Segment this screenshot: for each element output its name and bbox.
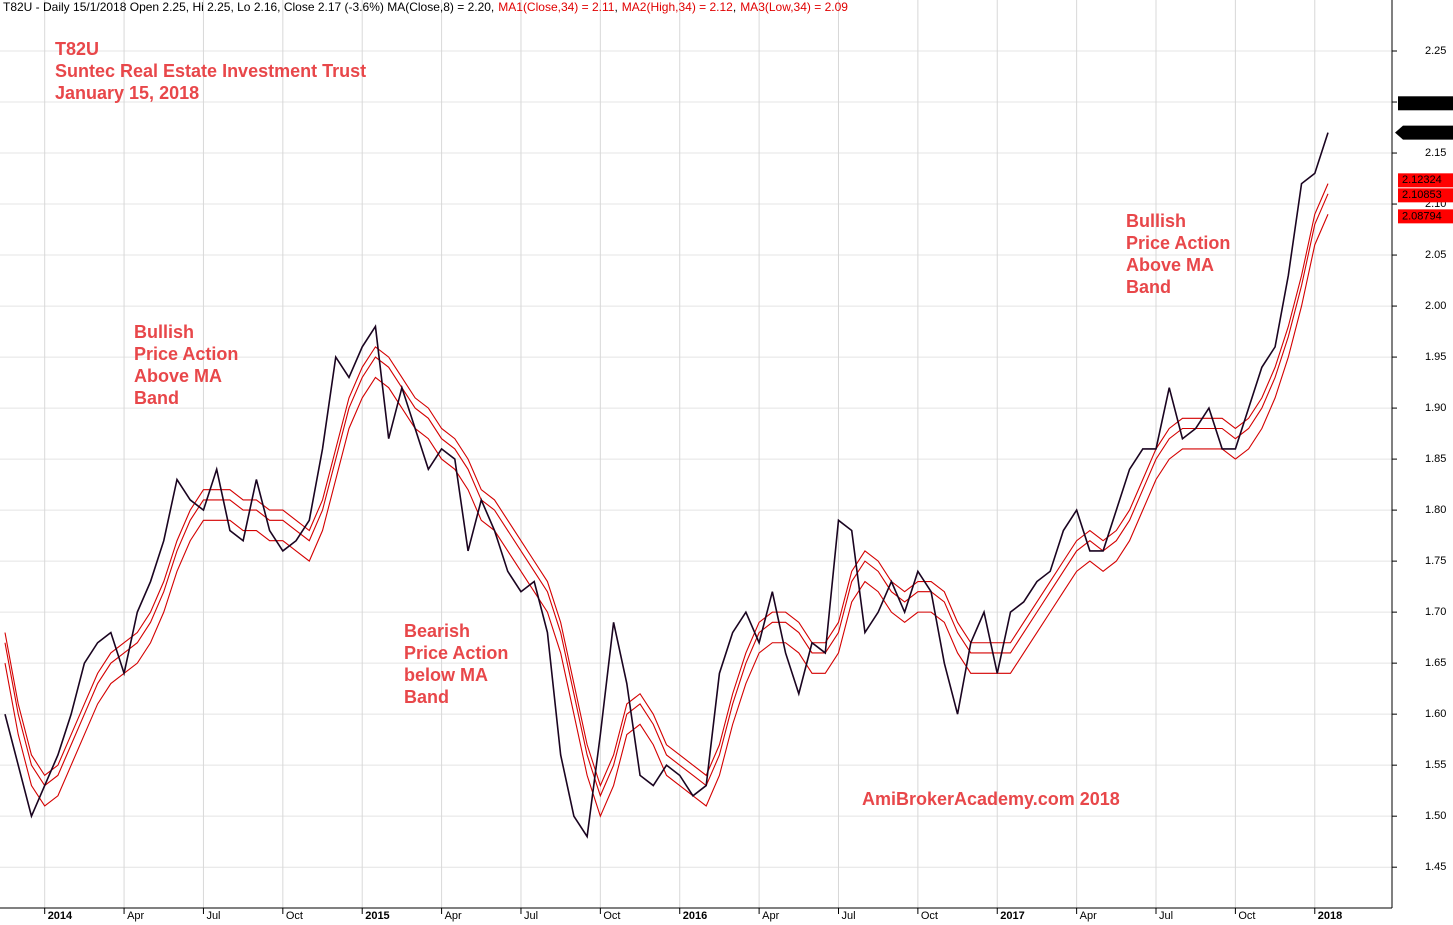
grid bbox=[0, 0, 1392, 908]
x-tick-label: 2017 bbox=[1000, 910, 1024, 922]
marker-arrow bbox=[1395, 125, 1403, 140]
x-tick-label: Apr bbox=[445, 910, 462, 922]
x-tick-label: 2015 bbox=[365, 910, 389, 922]
annotation: Band bbox=[404, 687, 449, 707]
x-tick-label: 2014 bbox=[48, 910, 73, 922]
x-tick-label: Oct bbox=[286, 910, 303, 922]
annotation: Band bbox=[134, 388, 179, 408]
value-marker-label: 2.17 bbox=[1407, 127, 1428, 139]
header: T82U - Daily 15/1/2018 Open 2.25, Hi 2.2… bbox=[3, 0, 848, 14]
y-tick-label: 1.55 bbox=[1425, 759, 1446, 771]
axes: 1.45 1.50 1.55 1.60 1.65 1.70 1.75 1.80 1.85 1.90… bbox=[44, 45, 1453, 922]
ma-line bbox=[4, 193, 1329, 798]
y-tick-label: 1.80 bbox=[1425, 504, 1446, 516]
annotation: below MA bbox=[404, 665, 488, 685]
annotation: Bullish bbox=[1126, 211, 1186, 231]
y-tick-label: 1.75 bbox=[1425, 555, 1446, 567]
header-part: MA3(Low,34) = 2.09 bbox=[740, 0, 848, 14]
value-marker bbox=[1398, 188, 1453, 203]
x-tick-label: Jul bbox=[206, 910, 220, 922]
annotation: T82U bbox=[55, 39, 99, 59]
y-tick-label: 1.85 bbox=[1425, 453, 1446, 465]
value-marker bbox=[1398, 96, 1453, 111]
x-tick-label: 2016 bbox=[683, 910, 707, 922]
value-marker-label: 2.19875 bbox=[1402, 97, 1442, 109]
annotation: Above MA bbox=[1126, 255, 1214, 275]
value-marker-label: 2.08794 bbox=[1402, 210, 1442, 222]
value-marker bbox=[1398, 209, 1453, 224]
header-part: MA2(High,34) = 2.12 bbox=[622, 0, 733, 14]
y-tick-label: 1.50 bbox=[1425, 810, 1446, 822]
header-part: , bbox=[733, 0, 736, 14]
x-tick-label: Jul bbox=[1159, 910, 1173, 922]
value-marker bbox=[1403, 125, 1453, 140]
annotation: Above MA bbox=[134, 366, 222, 386]
y-tick-label: 2.00 bbox=[1425, 300, 1446, 312]
ma-line bbox=[4, 214, 1329, 818]
annotation: Price Action bbox=[1126, 233, 1230, 253]
y-tick-label: 1.45 bbox=[1425, 861, 1446, 873]
y-tick-label: 1.60 bbox=[1425, 708, 1446, 720]
annotation: Suntec Real Estate Investment Trust bbox=[55, 61, 366, 81]
annotation: Bullish bbox=[134, 322, 194, 342]
annotation: AmiBrokerAcademy.com 2018 bbox=[862, 789, 1120, 809]
x-tick-label: Oct bbox=[603, 910, 620, 922]
y-tick-label: 2.05 bbox=[1425, 249, 1446, 261]
y-tick-label: 2.25 bbox=[1425, 45, 1446, 57]
x-tick-label: Jul bbox=[841, 910, 855, 922]
value-marker-label: 2.10853 bbox=[1402, 189, 1442, 201]
x-tick-label: Apr bbox=[1080, 910, 1097, 922]
x-tick-label: Oct bbox=[1238, 910, 1255, 922]
header-part: T82U - Daily 15/1/2018 Open 2.25, Hi 2.2… bbox=[3, 0, 494, 14]
annotation: Price Action bbox=[404, 643, 508, 663]
annotation: January 15, 2018 bbox=[55, 83, 199, 103]
x-tick-label: Apr bbox=[127, 910, 144, 922]
value-marker bbox=[1398, 173, 1453, 188]
x-tick-label: 2018 bbox=[1318, 910, 1342, 922]
x-tick-label: Jul bbox=[524, 910, 538, 922]
y-tick-label: 1.65 bbox=[1425, 657, 1446, 669]
annotation: Band bbox=[1126, 277, 1171, 297]
price-line bbox=[4, 132, 1329, 839]
value-marker-label: 2.12324 bbox=[1402, 174, 1442, 186]
y-tick-label: 1.70 bbox=[1425, 606, 1446, 618]
annotation: Bearish bbox=[404, 621, 470, 641]
x-tick-label: Apr bbox=[762, 910, 779, 922]
header-part: MA1(Close,34) = 2.11 bbox=[498, 0, 614, 14]
annotation: Price Action bbox=[134, 344, 238, 364]
header-part: , bbox=[614, 0, 617, 14]
y-tick-label: 1.95 bbox=[1425, 351, 1446, 363]
y-tick-label: 1.90 bbox=[1425, 402, 1446, 414]
plot bbox=[4, 132, 1329, 839]
x-tick-label: Oct bbox=[921, 910, 938, 922]
y-tick-label: 2.15 bbox=[1425, 147, 1446, 159]
